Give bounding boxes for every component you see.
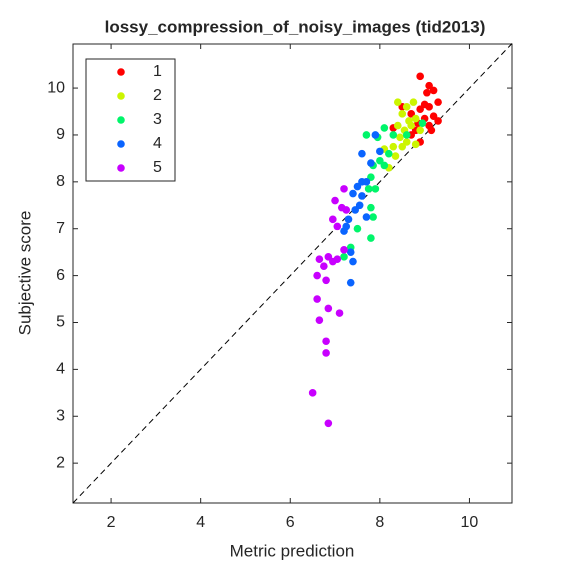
point <box>315 316 324 324</box>
point <box>411 114 420 123</box>
legend-label: 4 <box>153 135 162 152</box>
legend-label: 3 <box>153 111 162 128</box>
y-tick-label: 5 <box>56 314 65 331</box>
legend-label: 5 <box>153 159 162 176</box>
legend-box <box>85 58 176 182</box>
point <box>322 276 330 285</box>
point <box>346 248 355 256</box>
point <box>427 126 436 135</box>
y-axis-label: Subjective score <box>15 211 34 336</box>
point <box>367 203 375 212</box>
x-tick-label: 6 <box>286 514 295 531</box>
point <box>358 149 366 158</box>
point <box>402 131 411 139</box>
point <box>376 147 384 156</box>
x-tick-label: 4 <box>196 514 205 531</box>
point <box>393 98 402 106</box>
point <box>416 105 424 113</box>
y-tick-label: 6 <box>56 267 65 284</box>
y-tick-label: 9 <box>56 126 65 143</box>
x-tick-label: 8 <box>375 514 384 531</box>
legend-marker <box>117 92 125 100</box>
point <box>423 88 431 97</box>
point <box>367 234 375 242</box>
point <box>349 189 357 198</box>
point <box>313 271 321 280</box>
y-tick-label: 2 <box>56 454 65 471</box>
point <box>331 196 339 205</box>
point <box>389 142 398 151</box>
point <box>315 255 324 264</box>
x-tick-label: 10 <box>461 514 479 531</box>
point <box>333 255 342 264</box>
y-tick-label: 8 <box>56 173 65 190</box>
chart-title: lossy_compression_of_noisy_images (tid20… <box>105 17 486 36</box>
point <box>385 149 393 158</box>
point <box>434 98 442 106</box>
point <box>351 206 360 214</box>
point <box>396 133 404 142</box>
legend-marker <box>117 116 125 124</box>
point <box>429 86 438 95</box>
point <box>398 110 407 118</box>
point <box>313 295 321 303</box>
point <box>324 419 333 428</box>
point <box>389 131 398 139</box>
point <box>371 185 380 193</box>
legend-marker <box>117 68 125 76</box>
point <box>393 121 402 130</box>
point <box>342 206 351 214</box>
point <box>398 142 407 151</box>
point <box>369 213 377 221</box>
legend-label: 1 <box>153 63 162 80</box>
legend-label: 2 <box>153 87 162 104</box>
point <box>416 126 424 135</box>
point <box>340 227 348 235</box>
point <box>346 278 355 287</box>
point <box>362 131 371 139</box>
point <box>371 131 380 139</box>
point <box>391 152 400 160</box>
x-tick-label: 2 <box>107 514 116 531</box>
point <box>418 119 427 128</box>
point <box>335 309 344 317</box>
point <box>411 140 420 149</box>
identity-line <box>72 43 513 504</box>
point <box>407 121 416 130</box>
y-tick-label: 4 <box>56 361 65 378</box>
point <box>322 337 330 346</box>
y-tick-label: 10 <box>47 79 65 96</box>
point <box>353 224 362 233</box>
point <box>308 389 317 397</box>
point <box>322 349 330 357</box>
x-axis-label: Metric prediction <box>230 541 355 560</box>
point <box>416 72 424 81</box>
point <box>362 213 371 221</box>
point <box>380 161 389 170</box>
point <box>409 98 418 106</box>
point <box>333 222 342 231</box>
point <box>434 117 442 125</box>
point <box>340 253 348 261</box>
legend-marker <box>117 140 125 148</box>
point <box>358 192 366 200</box>
point <box>380 124 389 132</box>
y-tick-label: 3 <box>56 407 65 424</box>
point <box>353 182 362 191</box>
point <box>425 103 433 111</box>
legend-marker <box>117 164 125 172</box>
y-tick-label: 7 <box>56 220 65 237</box>
point <box>340 185 348 193</box>
legend: 1 2 3 4 5 <box>85 58 176 182</box>
point <box>329 215 337 224</box>
point <box>324 304 333 313</box>
point <box>320 262 328 271</box>
point <box>344 215 353 224</box>
point <box>364 185 373 193</box>
point <box>349 257 357 266</box>
point <box>367 159 375 167</box>
point <box>402 103 411 111</box>
point <box>340 246 348 254</box>
